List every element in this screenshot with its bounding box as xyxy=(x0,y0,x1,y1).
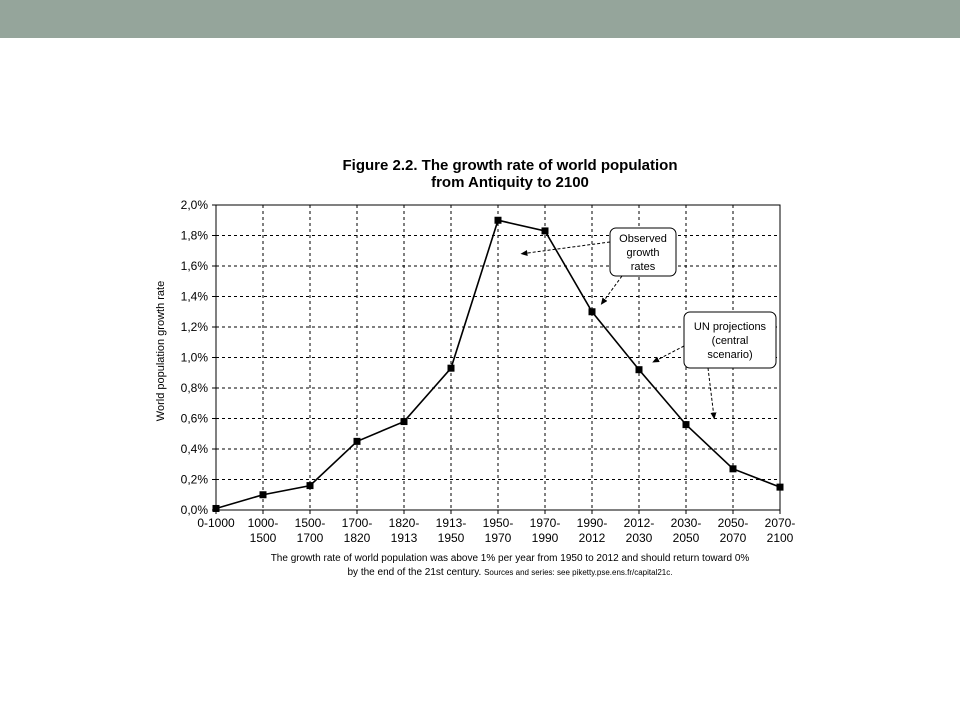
chart-title-line-1: Figure 2.2. The growth rate of world pop… xyxy=(342,157,678,174)
x-tick-label: 2070-2100 xyxy=(765,516,796,545)
data-point-marker xyxy=(635,366,643,374)
x-tick-label: 2030-2050 xyxy=(671,516,702,545)
x-tick-label: 1820-1913 xyxy=(389,516,420,545)
data-point-marker xyxy=(776,483,784,491)
chart-note-main: by the end of the 21st century. xyxy=(347,567,485,578)
x-tick-label: 2012-2030 xyxy=(624,516,655,545)
callout-text-line: Observed xyxy=(619,233,667,245)
data-point-marker xyxy=(400,418,408,426)
chart-note: The growth rate of world population was … xyxy=(200,552,820,580)
callout-text-line: rates xyxy=(631,261,656,273)
data-point-marker xyxy=(682,421,690,429)
y-tick-label: 0,8% xyxy=(181,381,209,395)
x-tick-label: 1000-1500 xyxy=(248,516,279,545)
chart-title: Figure 2.2. The growth rate of world pop… xyxy=(230,157,790,191)
callout-box xyxy=(609,227,677,277)
data-point-marker xyxy=(588,308,596,316)
y-tick-label: 2,0% xyxy=(181,198,209,212)
y-tick-label: 1,8% xyxy=(181,229,209,243)
x-tick-label: 1700-1820 xyxy=(342,516,373,545)
data-point-marker xyxy=(259,491,267,499)
y-tick-label: 0,0% xyxy=(181,503,209,517)
y-tick-label: 0,4% xyxy=(181,442,209,456)
y-tick-label: 1,6% xyxy=(181,259,209,273)
data-point-marker xyxy=(306,482,314,490)
callout-arrow xyxy=(520,241,611,256)
y-tick-label: 1,2% xyxy=(181,320,209,334)
x-tick-label: 1950-1970 xyxy=(483,516,514,545)
x-tick-label: 0-1000 xyxy=(197,516,235,530)
data-point-marker xyxy=(541,227,549,235)
x-tick-label: 1970-1990 xyxy=(530,516,561,545)
callout-arrow xyxy=(600,275,623,305)
chart-note-line-1: The growth rate of world population was … xyxy=(270,553,750,564)
data-point-marker xyxy=(729,465,737,473)
x-tick-label: 1500-1700 xyxy=(295,516,326,545)
callout-text-line: UN projections xyxy=(694,321,767,333)
chart-note-source: Sources and series: see piketty.pse.ens.… xyxy=(484,568,673,577)
y-tick-label: 1,4% xyxy=(181,290,209,304)
y-tick-label: 1,0% xyxy=(181,351,209,365)
callout-arrow xyxy=(652,345,685,363)
callout-box xyxy=(683,311,777,369)
data-point-marker xyxy=(447,364,455,372)
x-tick-label: 1913-1950 xyxy=(436,516,467,545)
callout-text-line: (central xyxy=(712,335,749,347)
x-tick-label: 1990-2012 xyxy=(577,516,608,545)
callout-text-line: growth xyxy=(626,247,659,259)
y-tick-label: 0,2% xyxy=(181,473,209,487)
y-tick-label: 0,6% xyxy=(181,412,209,426)
data-point-marker xyxy=(494,216,502,224)
chart-note-line-2: by the end of the 21st century. Sources … xyxy=(200,566,820,580)
chart-title-line-2: from Antiquity to 2100 xyxy=(431,174,589,191)
data-point-marker xyxy=(353,437,361,445)
callout-text-line: scenario) xyxy=(707,349,752,361)
slide-top-bar xyxy=(0,0,960,38)
x-tick-label: 2050-2070 xyxy=(718,516,749,545)
callout-arrow xyxy=(707,367,717,420)
data-point-marker xyxy=(212,504,220,512)
